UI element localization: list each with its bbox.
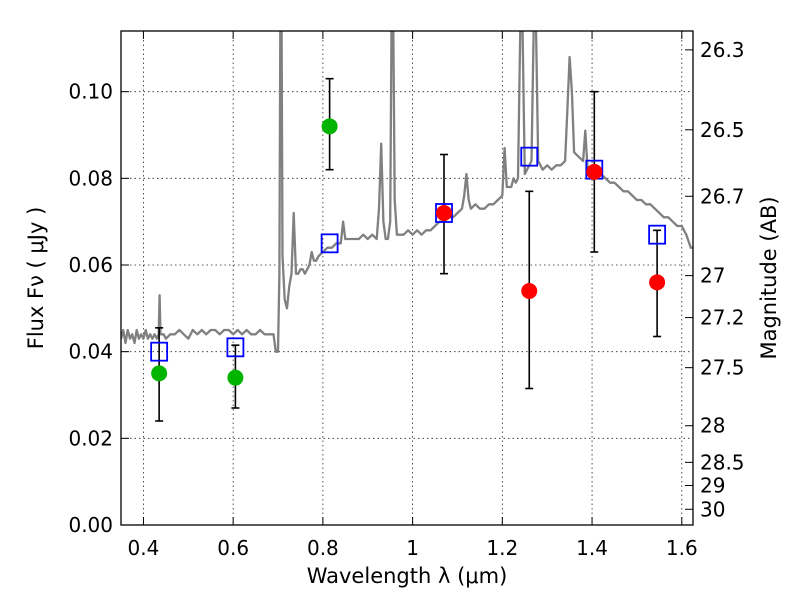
mag-tick-label: 26.5 <box>700 118 745 142</box>
y-tick-label: 0.10 <box>68 80 113 104</box>
red-data-point <box>436 205 453 221</box>
mag-tick-label: 29 <box>700 473 725 497</box>
y-tick-label: 0.00 <box>68 513 113 537</box>
mag-tick-label: 27.2 <box>700 306 745 330</box>
x-tick-label: 1.4 <box>576 536 608 560</box>
red-data-point <box>649 274 666 291</box>
mag-tick-label: 30 <box>700 497 725 521</box>
mag-tick-label: 26.7 <box>700 184 745 208</box>
x-tick-label: 1.2 <box>486 536 518 560</box>
green-data-point <box>227 369 244 386</box>
mag-tick-label: 28 <box>700 414 725 438</box>
mag-tick-label: 26.3 <box>700 38 745 62</box>
x-tick-label: 1 <box>406 536 419 560</box>
red-data-point <box>521 283 538 299</box>
x-tick-label: 0.4 <box>128 536 160 560</box>
green-data-point <box>151 365 168 382</box>
x-tick-label: 1.6 <box>666 536 698 560</box>
x-tick-label: 0.6 <box>217 536 249 560</box>
spectrum-layer <box>121 31 693 353</box>
model-square-marker <box>648 224 667 245</box>
y-axis-label-right: Magnitude (AB) <box>757 196 781 359</box>
grid <box>121 31 693 525</box>
mag-tick-label: 28.5 <box>700 450 745 474</box>
x-tick-label: 0.8 <box>307 536 339 560</box>
y-tick-label: 0.04 <box>68 340 113 364</box>
y-tick-label: 0.06 <box>68 253 113 277</box>
y-tick-label: 0.08 <box>68 166 113 190</box>
spectrum-line <box>121 31 693 353</box>
y-tick-label: 0.02 <box>68 426 113 450</box>
model-square-marker <box>520 146 539 167</box>
plot-frame <box>120 30 694 526</box>
axis-ticks: 0.4 0.6 0.8 1 1.2 1.4 1.6 0.00 0.02 0.04 0.06 0.08 0… <box>68 31 745 560</box>
y-axis-label: Flux Fν ( μJy ) <box>24 207 48 350</box>
red-data-point <box>586 163 603 180</box>
model-square-marker <box>226 337 245 358</box>
mag-tick-label: 27.5 <box>700 356 745 380</box>
model-square-marker <box>320 233 339 254</box>
model-square-marker <box>150 341 169 362</box>
mag-tick-label: 27 <box>700 264 725 288</box>
x-axis-label: Wavelength λ (μm) <box>307 564 508 588</box>
green-data-point <box>321 118 338 135</box>
marker-layer <box>150 77 667 422</box>
